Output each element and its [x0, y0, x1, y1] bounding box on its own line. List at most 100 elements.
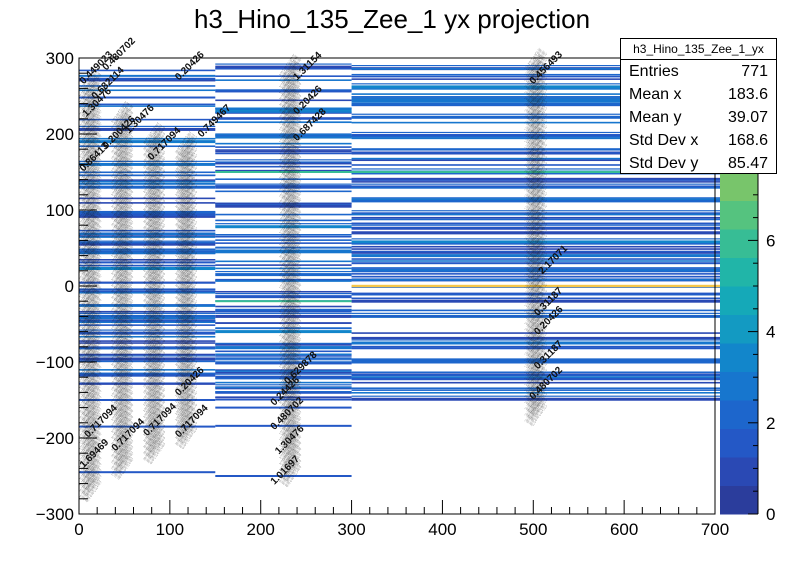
heatmap-bin-band	[351, 248, 729, 250]
heatmap-bin-band	[351, 391, 729, 394]
heatmap-bin-band	[79, 317, 216, 320]
heatmap-bin-band	[351, 279, 729, 281]
heatmap-bin-band	[215, 273, 352, 277]
heatmap-bin-band	[215, 391, 352, 393]
heatmap-bin-band	[79, 261, 216, 263]
heatmap-bin-band	[351, 172, 729, 175]
heatmap-bin-band	[215, 386, 352, 389]
heatmap-bin-band	[215, 371, 352, 374]
heatmap-bin-max	[351, 284, 729, 288]
heatmap-bin-band	[79, 127, 216, 131]
heatmap-bin-band	[215, 249, 352, 253]
heatmap-bin-band	[351, 134, 729, 138]
heatmap-bin-band	[351, 157, 729, 160]
colorbar-segment	[720, 400, 758, 429]
heatmap-bin-band	[215, 121, 352, 124]
heatmap-bin-band	[79, 314, 216, 318]
heatmap-bin-band	[215, 242, 352, 244]
heatmap-bin-band	[351, 360, 729, 364]
heatmap-bin-band	[215, 135, 352, 139]
heatmap-bin-band	[351, 210, 729, 212]
heatmap-bin-band	[215, 342, 352, 345]
heatmap-bin-band	[215, 202, 352, 205]
heatmap-bin-band	[79, 202, 216, 204]
heatmap-bin-band	[79, 321, 216, 324]
heatmap-bin-band	[215, 347, 352, 350]
heatmap-bin-band	[351, 373, 729, 376]
heatmap-bin-band	[79, 103, 216, 106]
heatmap-bin-band	[351, 186, 729, 189]
heatmap-bin-band	[79, 252, 216, 254]
heatmap-bin-band	[215, 396, 352, 398]
heatmap-bin-band	[215, 375, 352, 379]
x-tick-label: 0	[74, 520, 83, 539]
heatmap-bin-band	[79, 360, 216, 363]
heatmap-bin-band	[351, 93, 729, 95]
heatmap-bin-band	[79, 118, 216, 121]
heatmap-bin-band	[351, 245, 729, 248]
heatmap-bin-band	[79, 185, 216, 189]
heatmap-bin-band	[351, 358, 729, 360]
heatmap-bin-band	[79, 85, 216, 87]
heatmap-bin-band	[79, 215, 216, 217]
heatmap-bin-band	[351, 121, 729, 124]
stats-value: 168.6	[727, 132, 768, 149]
heatmap-bin-band	[79, 248, 216, 251]
y-tick-label: 0	[65, 277, 74, 296]
heatmap-bin-band	[215, 185, 352, 187]
heatmap-bin-band	[215, 322, 352, 324]
heatmap-bin-band	[215, 370, 352, 372]
heatmap-bin-band	[351, 96, 729, 98]
heatmap-bin-band	[351, 297, 729, 300]
heatmap-bin-band	[215, 109, 352, 113]
heatmap-bin-band	[215, 330, 352, 334]
heatmap-bin-band	[79, 335, 216, 338]
heatmap-bin-band	[351, 159, 729, 162]
heatmap-bin-band	[79, 235, 216, 237]
heatmap-bin-band	[351, 358, 729, 361]
heatmap-bin-band	[79, 182, 216, 185]
heatmap-bin-band	[79, 233, 216, 236]
heatmap-bin-band	[351, 254, 729, 258]
heatmap-bin-band	[351, 337, 729, 340]
colorbar-segment	[720, 200, 758, 230]
heatmap-bin-band	[215, 398, 352, 401]
heatmap-bin-band	[351, 376, 729, 378]
heatmap-bin-band	[215, 384, 352, 386]
heatmap-bin-band	[351, 240, 729, 244]
heatmap-bin-band	[215, 295, 352, 299]
heatmap-bin-band	[351, 243, 729, 245]
colorbar-tick-label: 6	[766, 231, 775, 250]
stats-value: 183.6	[727, 86, 768, 103]
heatmap-bin-band	[215, 79, 352, 81]
heatmap-bin-band	[215, 108, 352, 111]
heatmap-bin-band	[215, 149, 352, 151]
heatmap-bin-band	[351, 299, 729, 303]
heatmap-bin-band	[215, 369, 352, 371]
heatmap-bin-band	[215, 278, 352, 281]
heatmap-bin-band	[79, 320, 216, 322]
heatmap-bin-band	[351, 65, 729, 67]
heatmap-bin-band	[215, 185, 352, 189]
heatmap-bin-band	[351, 83, 729, 85]
heatmap-bin-band	[351, 238, 729, 240]
heatmap-bin-band	[351, 275, 729, 278]
heatmap-bin-band	[215, 270, 352, 273]
heatmap-bin-band	[215, 314, 352, 318]
chart-title: h3_Hino_135_Zee_1 yx projection	[194, 4, 590, 34]
heatmap-bin-band	[215, 75, 352, 77]
heatmap-bin-band	[215, 111, 352, 114]
heatmap-bin-band	[79, 382, 216, 385]
heatmap-bin-band	[79, 282, 216, 284]
heatmap-bin-band	[79, 229, 216, 232]
x-tick-label: 400	[428, 520, 456, 539]
y-tick-label: −200	[36, 429, 74, 448]
heatmap-bin-sparse	[215, 90, 352, 93]
heatmap-bin-band	[79, 347, 216, 350]
heatmap-bin-band	[79, 312, 216, 314]
stats-box: h3_Hino_135_Zee_1_yx Entries 771 Mean x 183…	[620, 38, 777, 174]
heatmap-bin-band	[351, 269, 729, 271]
heatmap-bin-band	[215, 134, 352, 137]
heatmap-bin-band	[351, 148, 729, 150]
heatmap-bin-band	[79, 305, 216, 307]
